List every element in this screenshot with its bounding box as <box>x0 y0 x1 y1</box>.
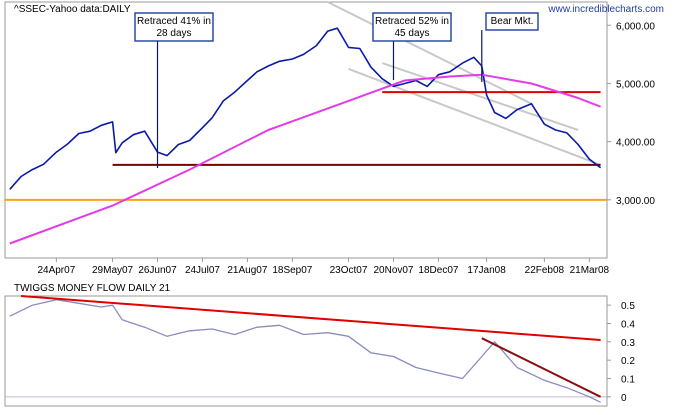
mf-y-tick-1: 0.4 <box>621 320 635 331</box>
x-tick-7: 20Nov07 <box>373 265 413 276</box>
price-y-tick-1: 4,000.00 <box>616 138 655 149</box>
x-tick-10: 22Feb08 <box>525 265 565 276</box>
x-tick-1: 29May07 <box>92 265 134 276</box>
x-tick-0: 24Apr07 <box>37 265 75 276</box>
x-tick-9: 17Jan08 <box>467 265 506 276</box>
x-tick-8: 18Dec07 <box>418 265 458 276</box>
mf-y-tick-2: 0.3 <box>621 338 635 349</box>
x-tick-2: 26Jun07 <box>138 265 177 276</box>
annotation-text-0-1: 28 days <box>156 28 191 39</box>
x-tick-6: 23Oct07 <box>330 265 368 276</box>
x-tick-11: 21Mar08 <box>570 265 610 276</box>
mf-y-tick-5: 0 <box>621 393 627 404</box>
mf-y-tick-3: 0.2 <box>621 356 635 367</box>
mf-y-tick-0: 0.5 <box>621 301 635 312</box>
annotation-text-0-0: Retraced 41% in <box>137 16 211 27</box>
x-tick-4: 21Aug07 <box>227 265 267 276</box>
annotation-text-1-1: 45 days <box>394 28 429 39</box>
price-chart-title: ^SSEC-Yahoo data:DAILY <box>14 4 131 15</box>
price-y-tick-0: 3,000.00 <box>616 196 655 207</box>
annotation-text-2-0: Bear Mkt. <box>491 16 534 27</box>
source-label: www.incrediblecharts.com <box>547 4 664 15</box>
mf-y-tick-4: 0.1 <box>621 375 635 386</box>
price-y-tick-2: 5,000.00 <box>616 79 655 90</box>
x-tick-5: 18Sep07 <box>272 265 312 276</box>
price-y-tick-3: 6,000.00 <box>616 21 655 32</box>
annotation-text-1-0: Retraced 52% in <box>375 16 449 27</box>
x-tick-3: 24Jul07 <box>185 265 220 276</box>
money-flow-title: TWIGGS MONEY FLOW DAILY 21 <box>14 283 171 294</box>
